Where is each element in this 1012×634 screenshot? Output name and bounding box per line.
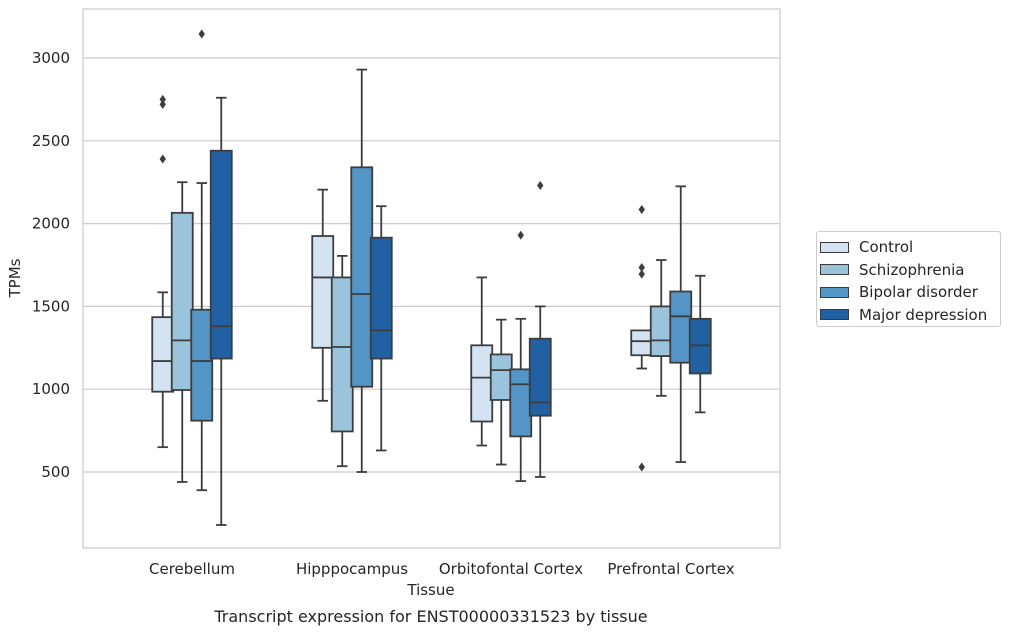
- x-tick-label: Prefrontal Cortex: [607, 560, 734, 578]
- legend-item-bipolar-disorder: Bipolar disorder: [817, 281, 1000, 304]
- outlier-point: [537, 181, 544, 191]
- outlier-point: [638, 269, 645, 279]
- x-tick-label: Orbitofontal Cortex: [439, 560, 583, 578]
- y-tick-label: 500: [41, 463, 70, 481]
- x-axis-label: Tissue: [406, 581, 454, 599]
- legend-label: Major depression: [859, 305, 988, 324]
- box-1-0: [311, 188, 335, 402]
- iqr-box: [151, 316, 175, 393]
- boxes: [151, 29, 712, 526]
- legend: Control Schizophrenia Bipolar disorder M…: [816, 231, 1001, 327]
- iqr-box: [330, 276, 354, 433]
- y-tick-label: 2500: [32, 132, 70, 150]
- outlier-point: [517, 230, 524, 240]
- legend-item-schizophrenia: Schizophrenia: [817, 259, 1000, 282]
- y-axis-label: TPMs: [6, 258, 24, 298]
- y-tick-label: 1500: [32, 297, 70, 315]
- iqr-box: [369, 236, 393, 360]
- outlier-point: [159, 154, 166, 164]
- plot-area: [82, 8, 781, 549]
- box-2-0: [470, 276, 494, 447]
- iqr-box: [489, 353, 513, 401]
- iqr-box: [630, 329, 654, 357]
- legend-swatch: [820, 264, 849, 276]
- y-tick-label: 1000: [32, 380, 70, 398]
- box-3-1: [649, 259, 673, 397]
- outlier-point: [638, 205, 645, 215]
- iqr-box: [350, 166, 374, 388]
- outlier-point: [198, 29, 205, 39]
- chart-title: Transcript expression for ENST0000033152…: [213, 607, 647, 626]
- x-tick-label: Cerebellum: [149, 560, 235, 578]
- box-0-1: [170, 181, 194, 483]
- iqr-box: [470, 344, 494, 423]
- y-tick-labels: 500 1000 1500 2000 2500 3000: [32, 49, 70, 481]
- box-3-3: [688, 274, 712, 414]
- legend-label: Bipolar disorder: [859, 283, 978, 302]
- iqr-box: [170, 211, 194, 391]
- iqr-box: [190, 308, 214, 422]
- outlier-point: [159, 94, 166, 104]
- outlier-point: [638, 262, 645, 272]
- box-0-0: [151, 94, 175, 449]
- box-0-2: [190, 29, 214, 492]
- iqr-box: [209, 149, 233, 360]
- outlier-point: [638, 462, 645, 472]
- iqr-box: [311, 235, 335, 349]
- x-tick-labels: Cerebellum Hipppocampus Orbitofontal Corte…: [149, 560, 735, 578]
- iqr-box: [649, 305, 673, 357]
- box-1-3: [369, 205, 393, 452]
- legend-label: Schizophrenia: [859, 260, 965, 279]
- y-tick-label: 3000: [32, 49, 70, 67]
- iqr-box: [528, 337, 552, 417]
- box-1-2: [350, 68, 374, 473]
- legend-item-control: Control: [817, 236, 1000, 259]
- iqr-box: [669, 290, 693, 364]
- iqr-box: [509, 368, 533, 438]
- x-tick-label: Hipppocampus: [296, 560, 408, 578]
- outlier-point: [159, 99, 166, 109]
- box-0-3: [209, 96, 233, 526]
- legend-label: Control: [859, 238, 914, 257]
- legend-swatch: [820, 309, 849, 321]
- y-tick-label: 2000: [32, 215, 70, 233]
- legend-swatch: [820, 241, 849, 253]
- legend-swatch: [820, 286, 849, 298]
- box-2-3: [528, 181, 552, 478]
- legend-item-major-depression: Major depression: [817, 304, 1000, 327]
